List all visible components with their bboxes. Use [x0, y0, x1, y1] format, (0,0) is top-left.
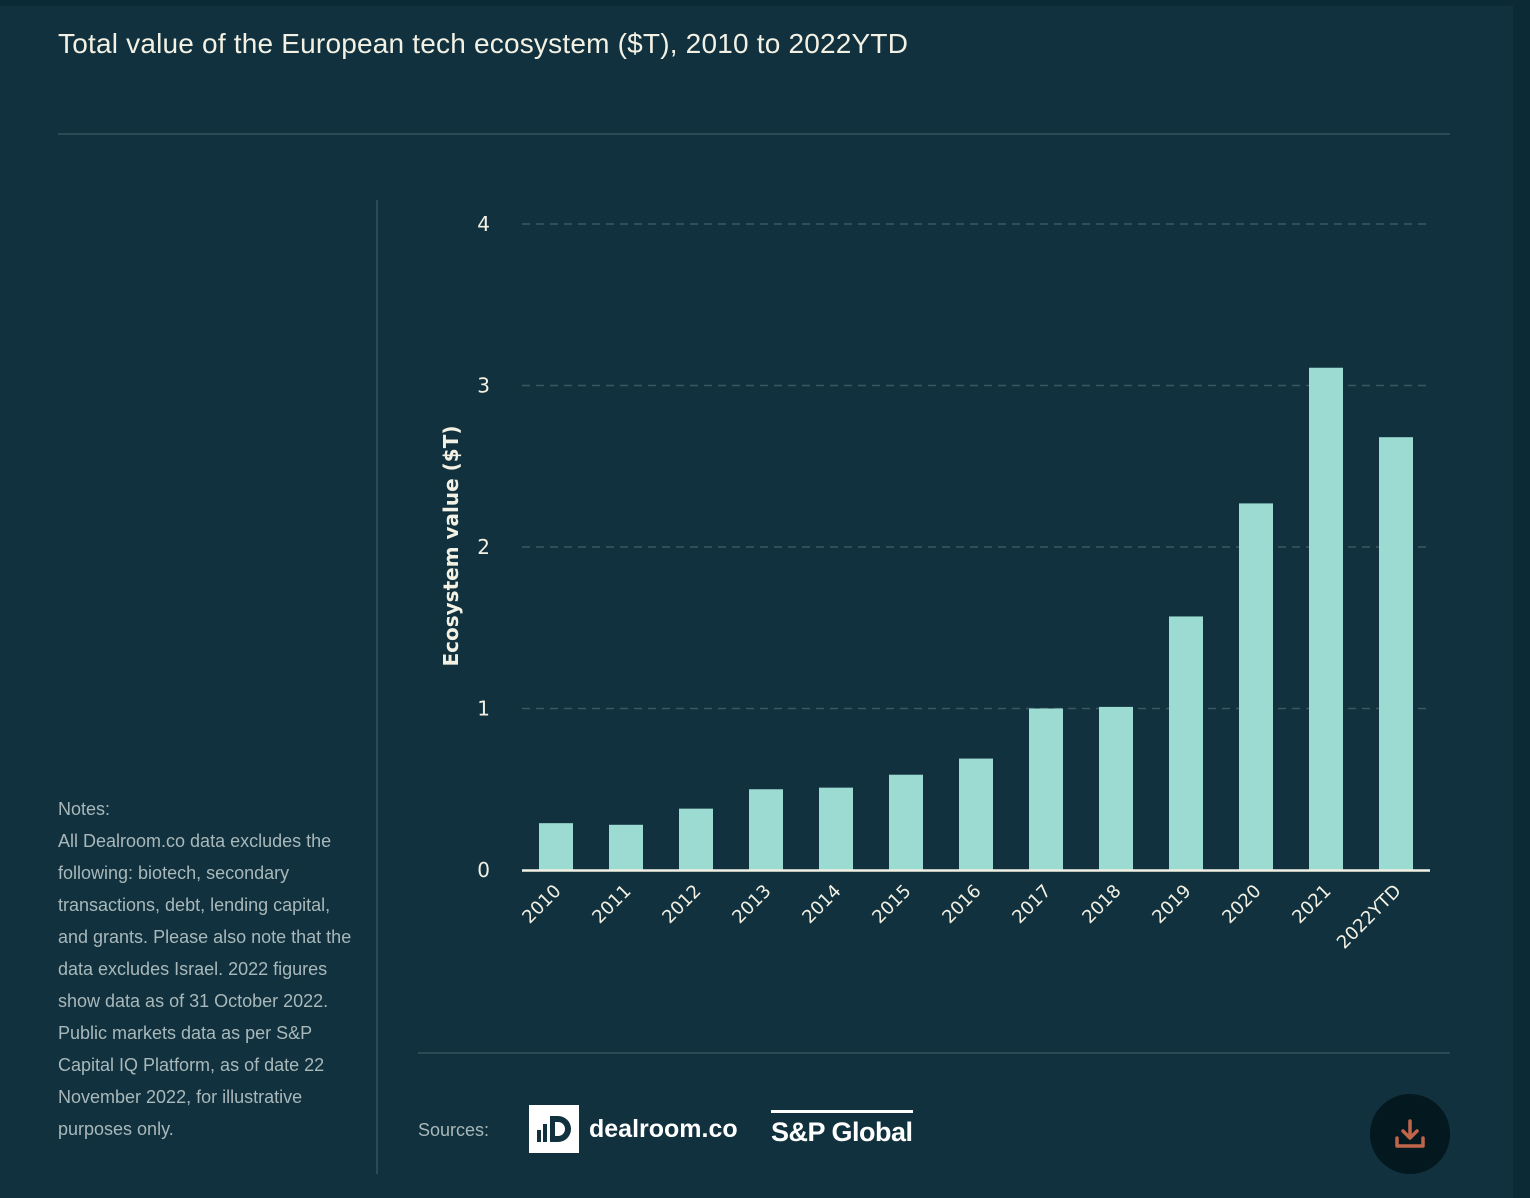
x-tick-label: 2013: [728, 881, 775, 928]
chart-card: Total value of the European tech ecosyst…: [0, 6, 1513, 1198]
divider-top: [58, 133, 1450, 135]
sp-global-logo: S&P Global: [771, 1110, 913, 1147]
x-tick-label: 2018: [1078, 881, 1125, 928]
bar-2013: [749, 789, 783, 870]
download-button[interactable]: [1370, 1094, 1450, 1174]
gridlines: [522, 223, 1430, 710]
x-tick-label: 2020: [1218, 881, 1265, 928]
x-tick-label: 2021: [1288, 881, 1335, 928]
x-tick-label: 2017: [1008, 881, 1055, 928]
x-tick-label: 2010: [518, 881, 565, 928]
bar-2022YTD: [1379, 437, 1413, 870]
x-tick-labels: 2010 2011 2012 2013 2014 2015 2016 2017 2018 2019…: [518, 881, 1405, 954]
dealroom-logo-mark: [529, 1105, 579, 1153]
bar-2021: [1309, 367, 1343, 870]
x-tick-label: 2015: [868, 881, 915, 928]
sources-label: Sources:: [418, 1120, 490, 1140]
x-tick-label: 2011: [588, 881, 635, 928]
dealroom-logo-text: dealroom.co: [589, 1114, 738, 1143]
y-tick-label: 2: [477, 535, 490, 559]
y-axis-label: Ecosystem value ($T): [439, 425, 463, 666]
notes-text: All Dealroom.co data excludes the follow…: [58, 831, 352, 1139]
divider-vertical: [376, 200, 378, 1174]
x-tick-label: 2022YTD: [1333, 881, 1406, 954]
bar-2012: [679, 808, 713, 870]
y-tick-label: 3: [477, 374, 490, 398]
bar-2016: [959, 758, 993, 870]
notes: Notes: All Dealroom.co data excludes the…: [58, 793, 358, 1145]
chart-title: Total value of the European tech ecosyst…: [58, 28, 909, 59]
bar-2014: [819, 787, 853, 870]
x-tick-label: 2014: [798, 881, 845, 928]
notes-heading: Notes:: [58, 799, 111, 819]
download-icon: [1395, 1119, 1425, 1148]
bar-2018: [1099, 706, 1133, 870]
bar-2019: [1169, 616, 1203, 870]
y-tick-label: 4: [477, 212, 490, 236]
bar-2015: [889, 774, 923, 870]
bar-2011: [609, 824, 643, 870]
y-tick-label: 0: [477, 858, 490, 882]
divider-bottom: [418, 1052, 1450, 1054]
x-tick-label: 2019: [1148, 881, 1195, 928]
x-tick-label: 2016: [938, 881, 985, 928]
bar-2020: [1239, 503, 1273, 870]
bars: [539, 367, 1413, 870]
bar-2017: [1029, 708, 1063, 870]
x-tick-label: 2012: [658, 881, 705, 928]
bar-2010: [539, 823, 573, 870]
y-tick-label: 1: [477, 697, 490, 721]
y-tick-labels: 0 1 2 3 4: [477, 212, 490, 882]
dealroom-logo: dealroom.co: [529, 1105, 738, 1153]
